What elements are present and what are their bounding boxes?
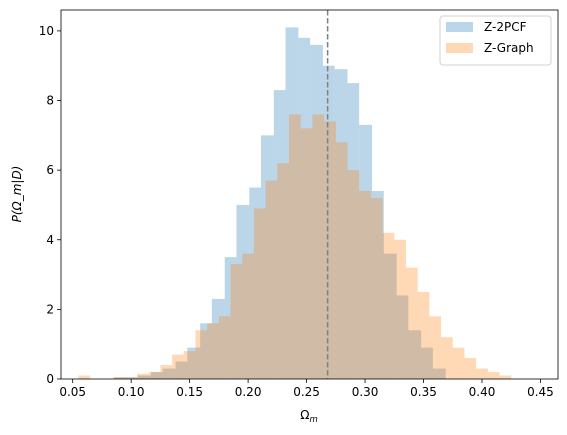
legend-label-z-2pcf: Z-2PCF	[484, 20, 527, 34]
z-graph-bar	[335, 142, 348, 379]
legend-swatch-z-2pcf	[446, 22, 473, 32]
z-2pcf-bar	[138, 375, 152, 379]
z-2pcf-bar	[298, 37, 311, 379]
y-tick-label: 8	[46, 94, 54, 108]
z-graph-bar	[218, 316, 231, 379]
z-graph-bar	[359, 191, 371, 379]
z-2pcf-bar	[396, 295, 409, 379]
z-graph-bar	[487, 372, 500, 379]
z-2pcf-bar	[236, 204, 250, 379]
z-graph-bar	[183, 351, 196, 379]
z-2pcf-bar	[347, 83, 360, 380]
z-2pcf-bar	[260, 135, 274, 379]
z-2pcf-bar	[322, 65, 335, 379]
z-2pcf-bar	[310, 44, 323, 380]
legend-box	[439, 15, 552, 66]
z-graph-bar	[195, 330, 208, 379]
x-tick-label: 0.25	[293, 385, 320, 399]
z-graph-bar	[441, 337, 453, 379]
z-graph-bar	[137, 373, 149, 379]
z-graph-bar	[476, 368, 488, 379]
z-graph-bar	[230, 264, 243, 379]
z-graph-bar	[78, 375, 91, 379]
z-graph-bar	[160, 365, 173, 379]
legend-swatch-z-graph	[446, 43, 473, 53]
z-graph-bar	[394, 239, 406, 379]
z-graph-bar	[253, 208, 266, 379]
z-2pcf-bar	[151, 372, 163, 379]
z-graph-bar	[207, 323, 219, 379]
y-axis-ticks: 0 2 4 6 8 10	[39, 24, 61, 386]
z-2pcf-bar	[273, 90, 286, 379]
y-tick-label: 0	[46, 372, 54, 386]
z-graph-bar	[370, 197, 383, 379]
z-graph-bar	[347, 170, 360, 379]
z-2pcf-bar	[285, 27, 299, 379]
z-2pcf-bar	[113, 377, 127, 379]
y-tick-label: 10	[39, 24, 54, 38]
z-graph-bars	[78, 114, 512, 379]
z-2pcf-bar	[126, 377, 139, 379]
x-tick-label: 0.35	[410, 385, 437, 399]
z-2pcf-bar	[211, 298, 225, 379]
z-graph-bar	[113, 377, 126, 379]
y-axis-label: P(Ω_m|D)	[10, 166, 24, 223]
y-tick-label: 6	[46, 163, 54, 177]
z-graph-bar	[405, 267, 418, 379]
z-2pcf-bar	[200, 323, 212, 379]
z-graph-bar	[464, 358, 477, 379]
z-graph-bar	[429, 316, 442, 379]
z-2pcf-bar	[372, 191, 384, 379]
z-graph-bar	[265, 180, 278, 379]
z-2pcf-bar	[421, 347, 433, 379]
x-axis-label: Ωm	[300, 408, 317, 425]
z-graph-bar	[382, 232, 395, 379]
x-tick-label: 0.45	[527, 385, 554, 399]
x-tick-label: 0.15	[176, 385, 203, 399]
x-tick-label: 0.05	[59, 385, 86, 399]
x-axis-ticks: 0.05 0.10 0.15 0.20 0.25 0.30 0.35 0.40 0.45	[59, 379, 554, 399]
z-graph-bar	[417, 291, 430, 379]
z-2pcf-bar	[408, 330, 422, 379]
z-2pcf-bar	[249, 187, 261, 379]
z-graph-bar	[324, 121, 336, 379]
y-tick-label: 4	[46, 233, 54, 247]
z-2pcf-bar	[224, 257, 237, 379]
x-tick-label: 0.10	[118, 385, 145, 399]
y-tick-label: 2	[46, 302, 54, 316]
z-graph-bar	[277, 163, 290, 379]
z-2pcf-bar	[175, 361, 188, 379]
z-2pcf-bar	[383, 253, 397, 379]
y-axis-label-text: P(Ω_m|D)	[10, 166, 24, 223]
z-2pcf-bar	[432, 368, 446, 379]
x-tick-label: 0.20	[235, 385, 262, 399]
z-graph-bar	[452, 347, 465, 379]
z-graph-bar	[300, 128, 313, 379]
z-graph-bar	[312, 114, 325, 379]
z-graph-bar	[148, 372, 161, 379]
z-graph-bar	[125, 377, 138, 379]
z-graph-bar	[499, 375, 512, 379]
legend: Z-2PCF Z-Graph	[439, 15, 552, 66]
z-2pcf-bars	[113, 27, 446, 380]
z-2pcf-bar	[187, 347, 201, 379]
x-tick-label: 0.30	[352, 385, 379, 399]
z-2pcf-bar	[334, 69, 348, 379]
x-tick-label: 0.40	[469, 385, 496, 399]
z-2pcf-bar	[162, 368, 176, 379]
axes-frame	[60, 9, 559, 380]
legend-label-z-graph: Z-Graph	[484, 41, 534, 55]
z-2pcf-bar	[359, 124, 373, 380]
z-graph-bar	[172, 354, 184, 379]
z-graph-bar	[289, 114, 301, 379]
z-graph-bar	[242, 253, 254, 379]
